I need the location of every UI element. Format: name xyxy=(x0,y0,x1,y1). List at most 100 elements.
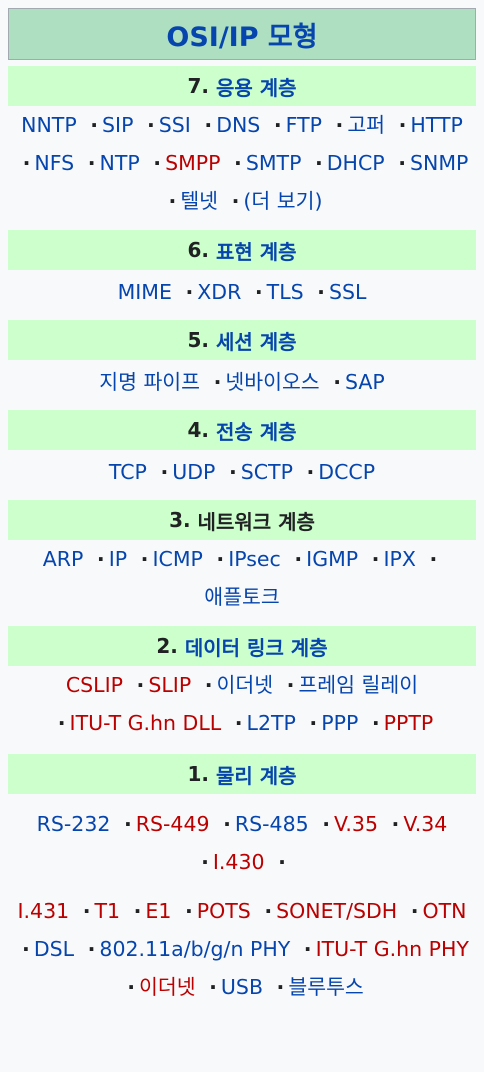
protocol-link[interactable]: L2TP xyxy=(246,711,296,735)
list-separator: · xyxy=(133,899,142,923)
layer-items: 지명 파이프 · 넷바이오스 · SAP xyxy=(8,360,476,404)
list-separator: · xyxy=(264,899,273,923)
navbox-title-text[interactable]: OSI/IP 모형 xyxy=(166,21,318,53)
protocol-link[interactable]: 블루투스 xyxy=(288,975,364,999)
list-separator: · xyxy=(160,460,169,484)
protocol-link[interactable]: DHCP xyxy=(326,151,385,175)
osi-navbox: OSI/IP 모형 7. 응용 계층 NNTP · SIP · SSI · DNS · F… xyxy=(8,8,476,1010)
protocol-link[interactable]: 지명 파이프 xyxy=(99,370,201,394)
protocol-link[interactable]: SLIP xyxy=(148,673,192,697)
protocol-link[interactable]: HTTP xyxy=(410,113,463,137)
protocol-link[interactable]: DCCP xyxy=(318,460,376,484)
list-separator: · xyxy=(96,547,105,571)
protocol-link[interactable]: I.431 xyxy=(17,899,70,923)
layer-name-link[interactable]: 데이터 링크 계층 xyxy=(184,635,328,660)
protocol-link[interactable]: ITU-T G.hn DLL xyxy=(69,711,222,735)
protocol-link[interactable]: UDP xyxy=(172,460,216,484)
layer-name-link[interactable]: 물리 계층 xyxy=(215,763,297,788)
protocol-link[interactable]: E1 xyxy=(145,899,172,923)
protocol-link[interactable]: RS-232 xyxy=(36,812,111,836)
list-separator: · xyxy=(223,812,231,836)
list-separator: · xyxy=(213,370,222,394)
protocol-link[interactable]: SNMP xyxy=(409,151,469,175)
protocol-link[interactable]: DSL xyxy=(33,937,75,961)
layer-name-link[interactable]: 전송 계층 xyxy=(215,419,297,444)
layer-items: RS-232 · RS-449 · RS-485 · V.35 · V.34 · I.43… xyxy=(8,794,476,892)
protocol-link[interactable]: 넷바이오스 xyxy=(225,370,320,394)
protocol-link[interactable]: IPX xyxy=(383,547,416,571)
protocol-link[interactable]: USB xyxy=(220,975,264,999)
list-separator: · xyxy=(228,460,237,484)
list-separator: · xyxy=(276,975,285,999)
list-separator: · xyxy=(309,711,318,735)
list-separator: · xyxy=(82,899,91,923)
list-separator: · xyxy=(391,812,400,836)
protocol-link[interactable]: SIP xyxy=(102,113,134,137)
layer-number: 4. xyxy=(187,418,216,442)
protocol-link[interactable]: OTN xyxy=(422,899,467,923)
protocol-link[interactable]: SSL xyxy=(328,280,367,304)
protocol-link[interactable]: 802.11a/b/g/n PHY xyxy=(99,937,291,961)
protocol-link[interactable]: SAP xyxy=(345,370,385,394)
layer-heading: 1. 물리 계층 xyxy=(8,754,476,794)
protocol-link[interactable]: V.34 xyxy=(403,812,448,836)
protocol-link[interactable]: PPP xyxy=(321,711,359,735)
layer-number: 3. xyxy=(169,508,198,532)
list-separator: · xyxy=(204,673,213,697)
protocol-link[interactable]: 이더넷 xyxy=(216,673,274,697)
protocol-link[interactable]: V.35 xyxy=(334,812,379,836)
layer-heading: 5. 세션 계층 xyxy=(8,320,476,360)
list-separator: · xyxy=(140,547,149,571)
protocol-link[interactable]: DNS xyxy=(216,113,261,137)
protocol-link[interactable]: MIME xyxy=(117,280,172,304)
protocol-link[interactable]: SMPP xyxy=(165,151,221,175)
protocol-link[interactable]: FTP xyxy=(285,113,322,137)
protocol-link[interactable]: XDR xyxy=(197,280,242,304)
list-separator: · xyxy=(317,280,325,304)
protocol-link[interactable]: RS-449 xyxy=(135,812,210,836)
layer-name-link[interactable]: 응용 계층 xyxy=(215,75,297,100)
list-separator: · xyxy=(87,937,96,961)
protocol-link[interactable]: POTS xyxy=(196,899,251,923)
protocol-link[interactable]: ICMP xyxy=(152,547,203,571)
protocol-link[interactable]: 이더넷 xyxy=(139,975,196,999)
protocol-link[interactable]: RS-485 xyxy=(234,812,309,836)
protocol-link[interactable]: I.430 xyxy=(212,850,265,874)
protocol-link[interactable]: SONET/SDH xyxy=(276,899,398,923)
layer-groups: 7. 응용 계층 NNTP · SIP · SSI · DNS · FTP · 고퍼 · HT… xyxy=(8,66,476,1010)
protocol-link[interactable]: NFS xyxy=(34,151,75,175)
protocol-link[interactable]: PPTP xyxy=(383,711,434,735)
layer-name-link[interactable]: 세션 계층 xyxy=(215,329,297,354)
protocol-link[interactable]: NNTP xyxy=(21,113,77,137)
protocol-link[interactable]: CSLIP xyxy=(65,673,124,697)
layer-number: 2. xyxy=(156,634,185,658)
list-separator: · xyxy=(294,547,303,571)
list-separator: · xyxy=(201,850,209,874)
protocol-link[interactable]: (더 보기) xyxy=(243,189,323,213)
protocol-link[interactable]: NTP xyxy=(99,151,140,175)
layer-name-link[interactable]: 표현 계층 xyxy=(215,239,297,264)
navbox-title[interactable]: OSI/IP 모형 xyxy=(8,8,476,60)
protocol-link[interactable]: SSI xyxy=(158,113,191,137)
protocol-link[interactable]: 텔넷 xyxy=(180,189,219,213)
protocol-link[interactable]: ITU-T G.hn PHY xyxy=(315,937,469,961)
protocol-link[interactable]: T1 xyxy=(94,899,121,923)
protocol-link[interactable]: 프레임 릴레이 xyxy=(298,673,419,697)
protocol-link[interactable]: TLS xyxy=(266,280,304,304)
list-separator: · xyxy=(87,151,96,175)
layer-name-link[interactable]: 네트워크 계층 xyxy=(197,509,315,534)
protocol-link[interactable]: TCP xyxy=(108,460,147,484)
protocol-link[interactable]: SMTP xyxy=(245,151,302,175)
protocol-link[interactable]: SCTP xyxy=(240,460,293,484)
protocol-link[interactable]: IGMP xyxy=(306,547,359,571)
list-separator: · xyxy=(153,151,162,175)
protocol-link[interactable]: 애플토크 xyxy=(204,585,280,609)
list-separator: · xyxy=(204,113,213,137)
layer-items: TCP · UDP · SCTP · DCCP xyxy=(8,450,476,494)
protocol-link[interactable]: IP xyxy=(108,547,128,571)
layer-number: 1. xyxy=(187,762,216,786)
list-separator: · xyxy=(234,711,243,735)
protocol-link[interactable]: 고퍼 xyxy=(347,113,386,137)
protocol-link[interactable]: ARP xyxy=(42,547,84,571)
protocol-link[interactable]: IPsec xyxy=(228,547,281,571)
